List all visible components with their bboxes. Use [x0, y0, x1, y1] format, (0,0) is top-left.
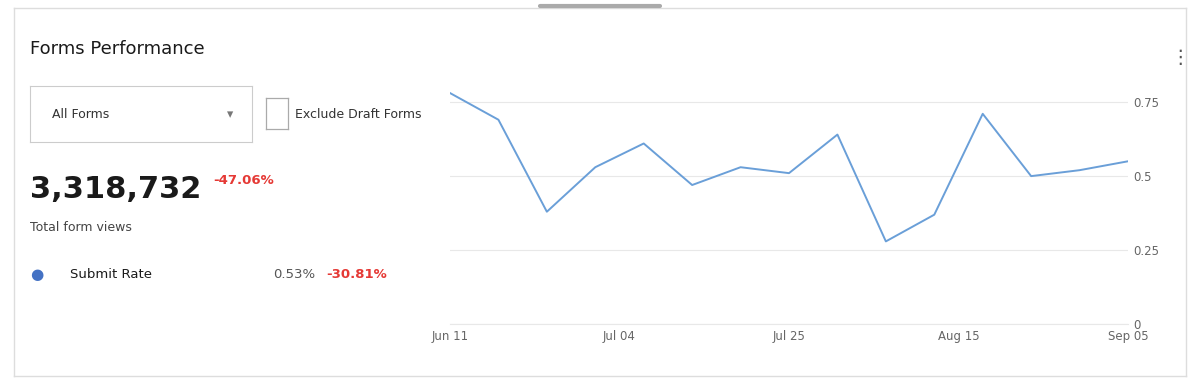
Text: Forms Performance: Forms Performance	[30, 40, 205, 58]
Text: ▾: ▾	[227, 108, 233, 121]
Text: 0.53%: 0.53%	[274, 268, 316, 281]
Text: 3,318,732: 3,318,732	[30, 175, 202, 204]
Text: Submit Rate: Submit Rate	[70, 268, 151, 281]
Text: Exclude Draft Forms: Exclude Draft Forms	[295, 108, 421, 121]
Text: -47.06%: -47.06%	[214, 174, 275, 187]
Text: -30.81%: -30.81%	[326, 268, 388, 281]
Text: ⋮: ⋮	[1170, 48, 1189, 67]
Text: All Forms: All Forms	[53, 108, 109, 121]
Text: Total form views: Total form views	[30, 221, 132, 234]
Text: ●: ●	[30, 267, 43, 282]
